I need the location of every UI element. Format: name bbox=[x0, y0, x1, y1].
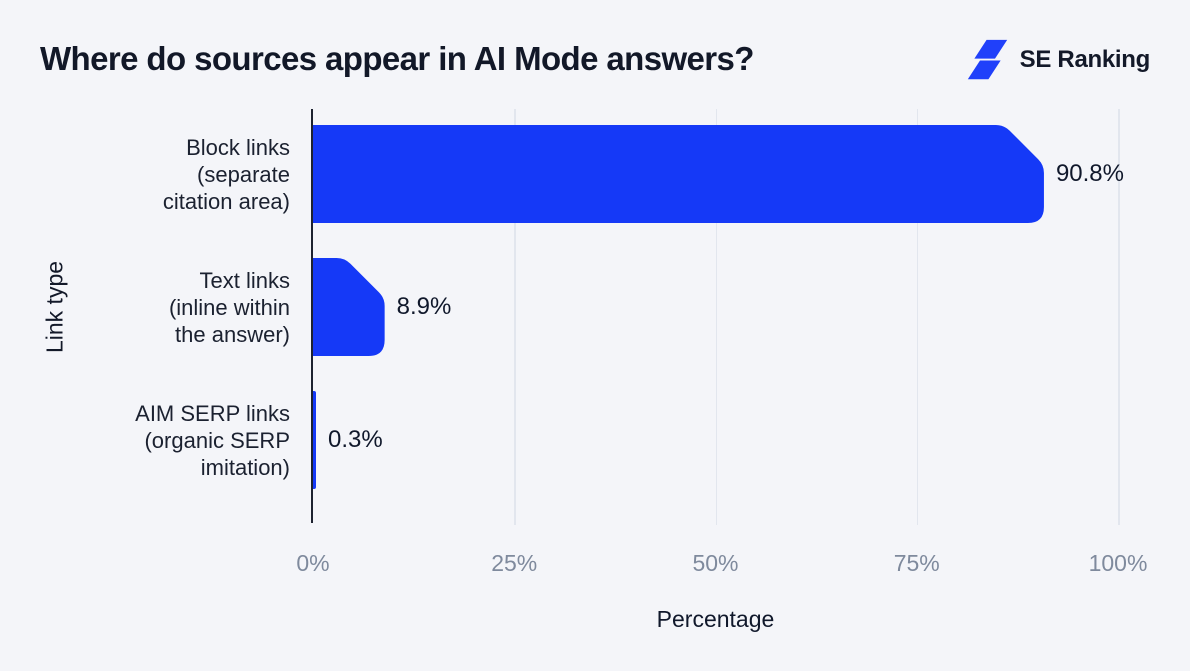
x-tick-50%: 50% bbox=[692, 550, 739, 576]
bar-1 bbox=[313, 258, 385, 356]
gridline-25% bbox=[514, 109, 516, 525]
category-label-1: Text links (inline within the answer) bbox=[168, 267, 290, 347]
y-axis-line bbox=[311, 109, 313, 523]
bar-0 bbox=[313, 125, 1044, 223]
gridline-75% bbox=[916, 109, 919, 525]
plot-area bbox=[311, 109, 1120, 525]
x-tick-0%: 0% bbox=[296, 550, 330, 576]
x-tick-75%: 75% bbox=[893, 550, 940, 576]
x-tick-100%: 100% bbox=[1088, 550, 1148, 576]
x-axis-title: Percentage bbox=[656, 606, 775, 632]
gridline-50% bbox=[715, 109, 717, 525]
se-ranking-logo-text: SE Ranking bbox=[1019, 45, 1151, 73]
chart-title: Where do sources appear in AI Mode answe… bbox=[40, 40, 754, 77]
se-ranking-logo: SE Ranking bbox=[965, 37, 1150, 82]
category-label-2: AIM SERP links (organic SERP imitation) bbox=[135, 400, 290, 480]
x-tick-25%: 25% bbox=[491, 550, 538, 576]
value-label-0: 90.8% bbox=[1055, 160, 1124, 187]
se-ranking-logo-icon bbox=[967, 39, 1007, 80]
category-label-0: Block links (separate citation area) bbox=[162, 134, 290, 214]
value-label-2: 0.3% bbox=[328, 426, 383, 453]
gridline-100% bbox=[1118, 109, 1120, 525]
value-label-1: 8.9% bbox=[396, 293, 452, 320]
bar-2 bbox=[313, 391, 316, 489]
